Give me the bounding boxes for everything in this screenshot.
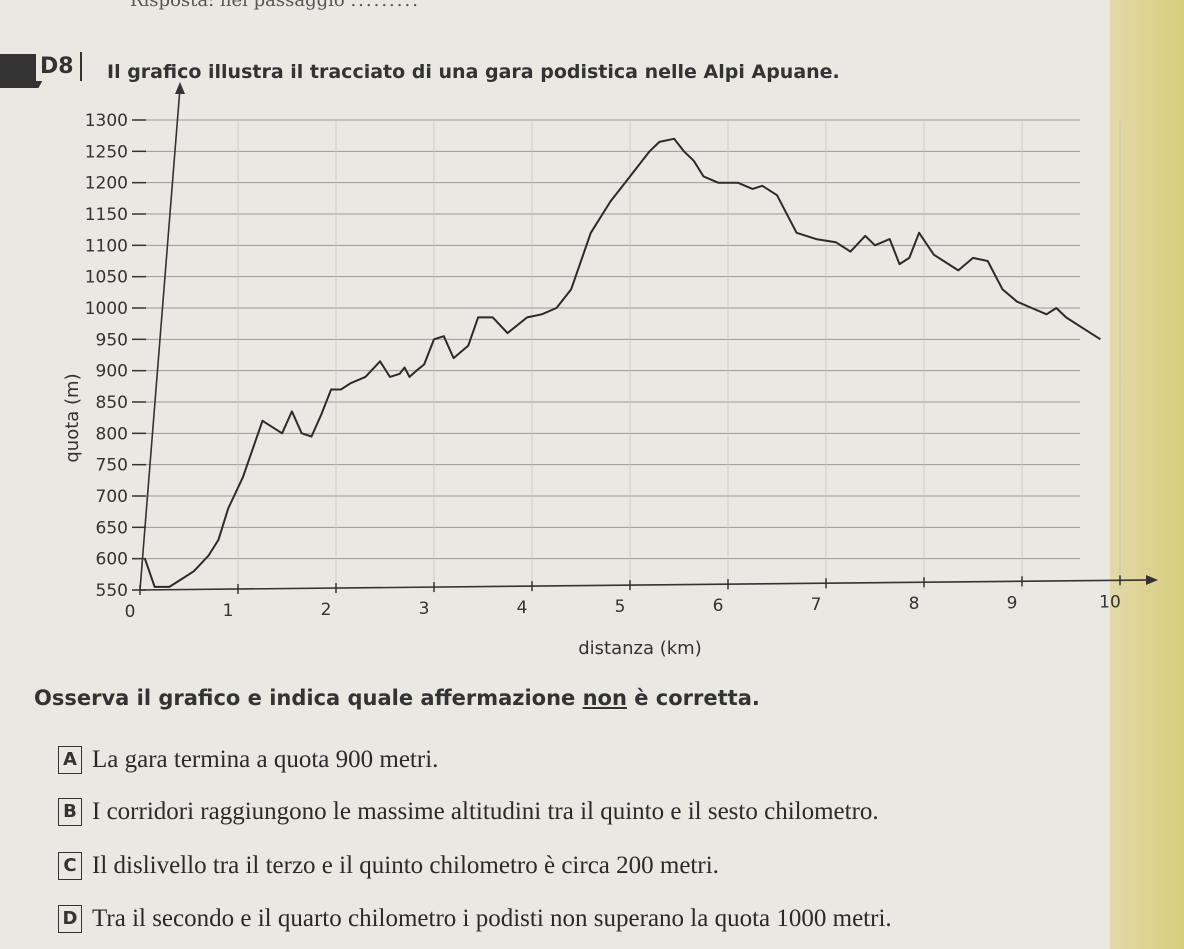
x-tick-label: 5 (615, 597, 626, 617)
option-letter[interactable]: D (58, 905, 82, 933)
question-title: Il grafico illustra il tracciato di una … (107, 61, 840, 83)
x-tick-label: 3 (419, 599, 430, 619)
elevation-chart: 5506006507007508008509009501000105011001… (62, 82, 1158, 659)
y-axis-label: quota (m) (62, 373, 83, 462)
y-tick-label: 1100 (85, 236, 128, 256)
x-tick-label: 8 (909, 594, 920, 614)
x-axis-arrow (1146, 575, 1158, 585)
y-tick-label: 1200 (85, 174, 128, 194)
y-axis-line (139, 87, 181, 591)
option-d[interactable]: D Tra il secondo e il quarto chilometro … (58, 905, 892, 933)
x-tick-label: 7 (811, 595, 822, 615)
chart-axes (139, 82, 1158, 591)
x-axis-label: distanza (km) (578, 638, 702, 659)
y-tick-label: 700 (96, 487, 128, 507)
y-tick-label: 550 (96, 581, 128, 601)
option-letter[interactable]: A (58, 746, 82, 774)
y-tick-label: 950 (96, 330, 128, 350)
x-tick-label: 0 (125, 602, 136, 622)
x-tick-label: 10 (1099, 592, 1121, 612)
header-text: Risposta: nel passaggio ......... (130, 0, 420, 11)
y-tick-label: 900 (96, 362, 128, 382)
y-tick-label: 600 (96, 550, 128, 570)
x-axis-ticks: 0 1 2 3 4 5 6 7 8 9 10 (125, 575, 1121, 622)
y-tick-label: 1250 (85, 142, 128, 162)
chart-grid (140, 119, 1121, 590)
y-tick-label: 1000 (85, 299, 128, 319)
question-number: D8 (36, 52, 82, 81)
x-axis-line (139, 579, 1151, 591)
x-tick-label: 2 (321, 600, 332, 620)
elevation-line (143, 137, 1101, 588)
page-edge-shade (1110, 0, 1184, 949)
option-letter[interactable]: C (58, 852, 82, 880)
y-tick-label: 800 (96, 424, 128, 444)
instruction: Osserva il grafico e indica quale afferm… (34, 686, 760, 710)
option-a[interactable]: A La gara termina a quota 900 metri. (58, 746, 438, 774)
option-b[interactable]: B I corridori raggiungono le massime alt… (58, 798, 879, 826)
option-letter[interactable]: B (58, 798, 82, 826)
y-axis-arrow (175, 82, 185, 94)
y-tick-label: 750 (96, 456, 128, 476)
y-tick-label: 1150 (85, 205, 128, 225)
y-tick-label: 650 (96, 518, 128, 538)
option-text: Tra il secondo e il quarto chilometro i … (92, 905, 892, 932)
option-text: Il dislivello tra il terzo e il quinto c… (92, 852, 719, 879)
option-c[interactable]: C Il dislivello tra il terzo e il quinto… (58, 852, 719, 880)
x-tick-label: 1 (223, 601, 234, 621)
option-text: La gara termina a quota 900 metri. (92, 746, 439, 773)
y-tick-label: 1300 (85, 111, 128, 131)
option-text: I corridori raggiungono le massime altit… (92, 798, 879, 825)
instruction-emphasis: non (582, 686, 627, 710)
y-tick-label: 1050 (85, 268, 128, 288)
x-tick-label: 9 (1007, 593, 1018, 613)
x-tick-label: 4 (517, 598, 528, 618)
x-tick-label: 6 (713, 596, 724, 616)
y-axis-ticks: 550 600 650 700 750 800 850 900 950 1000 1050 1100 1… (85, 111, 146, 601)
y-tick-label: 850 (96, 393, 128, 413)
